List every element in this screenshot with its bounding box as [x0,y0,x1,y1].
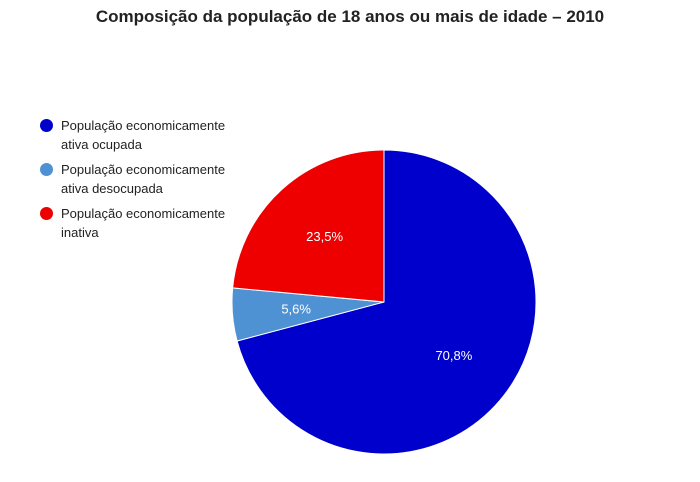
legend-swatch-desocupada [40,163,53,176]
legend-item-inativa[interactable]: População economicamente inativa [40,204,230,242]
legend-item-ocupada[interactable]: População economicamente ativa ocupada [40,116,230,154]
chart-title: Composição da população de 18 anos ou ma… [95,7,605,26]
pie-slice-inativa[interactable] [232,149,385,303]
slice-label-ocupada: 70,8% [435,348,472,363]
legend-swatch-inativa [40,207,53,220]
chart-legend: População economicamente ativa ocupada P… [40,116,230,248]
slice-label-inativa: 23,5% [306,229,343,244]
legend-item-desocupada[interactable]: População economicamente ativa desocupad… [40,160,230,198]
pie-slice-ocupada[interactable] [236,149,537,455]
legend-label-desocupada: População economicamente ativa desocupad… [61,162,226,196]
legend-label-ocupada: População economicamente ativa ocupada [61,118,226,152]
legend-label-inativa: População economicamente inativa [61,206,226,240]
legend-swatch-ocupada [40,119,53,132]
slice-label-desocupada: 5,6% [281,301,311,316]
